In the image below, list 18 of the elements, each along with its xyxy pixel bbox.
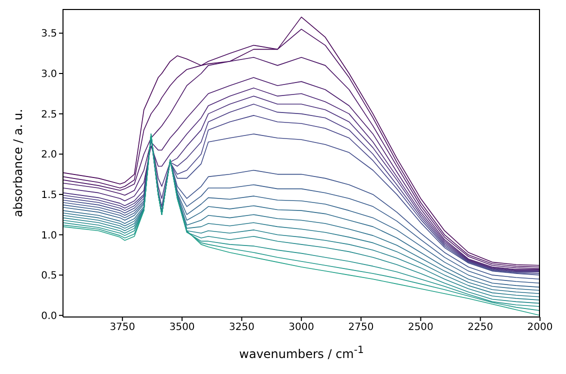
y-tick-label: 0.0 [41,310,57,322]
y-tick-label: 2.0 [41,150,57,161]
y-tick-label: 2.5 [41,109,57,120]
x-tick-label: 2500 [408,322,434,334]
y-tick-label: 3.5 [41,28,57,40]
x-tick-label: 3500 [169,322,195,334]
x-tick-label: 3750 [110,322,136,334]
y-tick-label: 1.0 [41,230,57,242]
x-tick-label: 2000 [527,322,553,334]
y-axis-title: absorbance / a. u. [10,108,26,220]
y-tick-label: 0.5 [41,270,57,282]
x-tick-label: 2250 [468,322,494,334]
y-tick-label: 1.5 [41,190,57,201]
x-tick-label: 3000 [288,322,314,334]
x-tick-label: 2750 [348,322,374,334]
y-tick-label: 3.0 [41,69,57,80]
x-axis-title: wavenumbers / cm$^{-1}$ [238,345,365,361]
x-tick-label: 3250 [229,322,254,334]
